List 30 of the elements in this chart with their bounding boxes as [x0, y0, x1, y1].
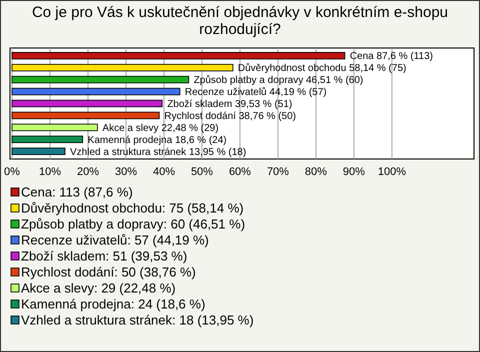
- text: Zboží skladem: 51 (39,53 %): [21, 248, 188, 264]
- x-tick-label: 30%: [114, 166, 138, 178]
- x-tick-label: 90%: [342, 166, 366, 178]
- text: Důvěryhodnost obchodu: 75 (58,14 %): [21, 200, 244, 216]
- data-label: Důvěryhodnost obchodu 58,14 % (75): [238, 62, 406, 74]
- text: Vzhled a struktura stránek: 18 (13,95 %): [21, 312, 254, 328]
- text: Rychlost dodání: 50 (38,76 %): [21, 264, 196, 280]
- text: Kamenná prodejna: 24 (18,6 %): [21, 296, 206, 312]
- text: Akce a slevy: 29 (22,48 %): [21, 280, 176, 296]
- x-tick-label: 80%: [304, 166, 328, 178]
- x-tick-label: 50%: [190, 166, 214, 178]
- data-label: Zboží skladem 39,53 % (51): [167, 99, 292, 110]
- data-label: Rychlost dodání 38,76 % (50): [164, 110, 296, 122]
- data-label: Způsob platby a dopravy 46,51 % (60): [194, 74, 364, 86]
- x-tick-label: 70%: [266, 166, 290, 178]
- data-label: Vzhled a struktura stránek 13,95 % (18): [70, 146, 246, 158]
- x-tick-label: 40%: [152, 166, 176, 178]
- x-tick-label: 10%: [38, 166, 62, 178]
- data-label: Akce a slevy 22,48 % (29): [102, 122, 219, 134]
- x-tick-label: 60%: [228, 166, 252, 178]
- text: Cena: 113 (87,6 %): [21, 184, 133, 200]
- data-label: Cena 87,6 % (113): [350, 51, 434, 62]
- x-tick-label: 100%: [378, 166, 406, 178]
- data-label: Recenze uživatelů 44,19 % (57): [184, 86, 327, 98]
- chart-title: Co je pro Vás k uskutečnění objednávky v konkrétním e-shopu rozhodující?: [30, 4, 450, 38]
- x-tick-label: 20%: [76, 166, 100, 178]
- data-label: Kamenná prodejna 18,6 % (24): [88, 134, 227, 146]
- x-tick-label: 0%: [4, 166, 20, 178]
- text: Recenze uživatelů: 57 (44,19 %): [21, 232, 209, 248]
- text: Způsob platby a dopravy: 60 (46,51 %): [21, 216, 246, 232]
